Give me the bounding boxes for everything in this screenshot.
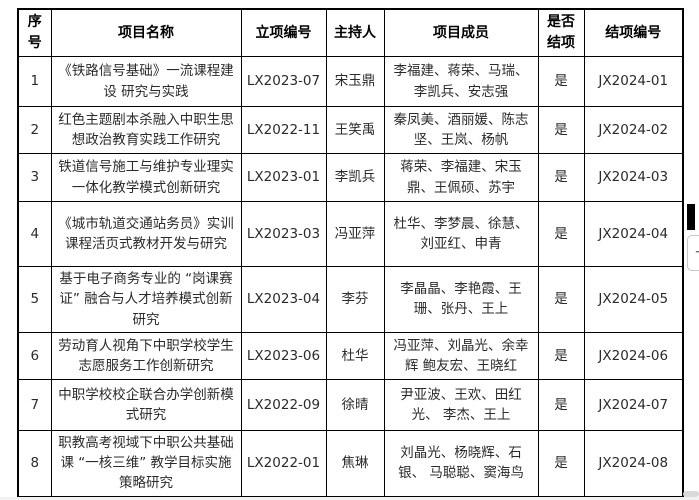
cell-concluded: 是: [537, 153, 585, 202]
table-row: 8 职教高考视域下中职公共基础课 “一核三维” 教学目标实施策略研究 LX2022-…: [17, 429, 684, 498]
table-row: 7 中职学校校企联合办学创新模式研究 LX2022-09 徐晴 尹亚波、王欢、田红光、 …: [17, 378, 684, 431]
cell-jx_code: JX2024-01: [583, 56, 684, 107]
vertical-scrollbar-thumb[interactable]: [687, 204, 695, 230]
cell-name: 《城市轨道交通站务员》实训课程活页式教材开发与研究: [50, 201, 242, 267]
table-row: 1 《铁路信号基础》一流课程建设 研究与实践 LX2023-07 宋玉鼎 李福建、蒋荣、…: [17, 56, 684, 107]
cell-jx_code: JX2024-05: [583, 266, 684, 333]
table-header: 序号 项目名称 立项编号 主持人 项目成员 是否结项 结项编号: [17, 8, 684, 57]
cell-name: 劳动育人视角下中职学校学生志愿服务工作创新研究: [50, 331, 242, 380]
cell-leader: 宋玉鼎: [325, 56, 385, 107]
header-项目名称: 项目名称: [50, 8, 242, 57]
cell-name: 红色主题剧本杀融入中职生思想政治教育实践工作研究: [50, 106, 242, 154]
header-项目成员: 项目成员: [383, 8, 539, 57]
cell-concluded: 是: [537, 201, 585, 267]
cell-jx_code: JX2024-08: [583, 429, 684, 498]
table-row: 4 《城市轨道交通站务员》实训课程活页式教材开发与研究 LX2023-03 冯亚萍 杜华…: [17, 201, 684, 267]
cell-members: 刘晶光、杨晓辉、石银、 马聪聪、窦海鸟: [383, 429, 539, 498]
cell-leader: 王笑禹: [325, 106, 385, 154]
cell-lx_code: LX2023-06: [240, 331, 327, 380]
cell-no: 8: [17, 429, 52, 498]
horizontal-scrollbar-thumb[interactable]: [683, 491, 699, 497]
cell-jx_code: JX2024-04: [583, 201, 684, 267]
cell-no: 1: [17, 56, 52, 107]
cell-no: 5: [17, 266, 52, 333]
cell-concluded: 是: [537, 429, 585, 498]
cell-concluded: 是: [537, 106, 585, 154]
cell-leader: 焦琳: [325, 429, 385, 498]
table-row: 6 劳动育人视角下中职学校学生志愿服务工作创新研究 LX2023-06 杜华 冯亚萍、刘…: [17, 331, 684, 380]
table-row: 3 铁道信号施工与维护专业理实一体化教学模式创新研究 LX2023-01 李凯兵 蒋荣、…: [17, 153, 684, 202]
cell-members: 蒋荣、李福建、宋玉鼎、王佩硕、苏宇: [383, 153, 539, 202]
cell-members: 秦凤美、酒丽媛、陈志坚、王岚、杨帆: [383, 106, 539, 154]
cell-members: 李福建、蒋荣、马瑞、李凯兵、安志强: [383, 56, 539, 107]
cell-lx_code: LX2022-11: [240, 106, 327, 154]
cell-lx_code: LX2022-09: [240, 378, 327, 431]
cell-members: 冯亚萍、刘晶光、余幸辉 鲍友宏、王晓红: [383, 331, 539, 380]
cell-lx_code: LX2022-01: [240, 429, 327, 498]
cell-leader: 杜华: [325, 331, 385, 380]
cell-concluded: 是: [537, 266, 585, 333]
cell-concluded: 是: [537, 56, 585, 107]
zoom-in-button[interactable]: +: [687, 235, 699, 271]
cell-no: 4: [17, 201, 52, 267]
header-主持人: 主持人: [325, 8, 385, 57]
header-立项编号: 立项编号: [240, 8, 327, 57]
cell-members: 尹亚波、王欢、田红光、 李杰、王上: [383, 378, 539, 431]
plus-icon: +: [694, 242, 699, 262]
cell-leader: 冯亚萍: [325, 201, 385, 267]
cell-lx_code: LX2023-07: [240, 56, 327, 107]
table-row: 5 基于电子商务专业的 “岗课赛证” 融合与人才培养模式创新研究 LX2023-04…: [17, 266, 684, 333]
cell-lx_code: LX2023-03: [240, 201, 327, 267]
cell-lx_code: LX2023-01: [240, 153, 327, 202]
cell-jx_code: JX2024-07: [583, 378, 684, 431]
cell-name: 职教高考视域下中职公共基础课 “一核三维” 教学目标实施策略研究: [50, 429, 242, 498]
cell-name: 《铁路信号基础》一流课程建设 研究与实践: [50, 56, 242, 107]
header-序号: 序号: [17, 8, 52, 57]
cell-no: 6: [17, 331, 52, 380]
cell-members: 杜华、李梦晨、徐慧、刘亚红、申青: [383, 201, 539, 267]
header-是否结项: 是否结项: [537, 8, 585, 57]
cell-name: 中职学校校企联合办学创新模式研究: [50, 378, 242, 431]
cell-name: 基于电子商务专业的 “岗课赛证” 融合与人才培养模式创新研究: [50, 266, 242, 333]
cell-no: 3: [17, 153, 52, 202]
header-row: 序号 项目名称 立项编号 主持人 项目成员 是否结项 结项编号: [17, 8, 684, 57]
cell-jx_code: JX2024-06: [583, 331, 684, 380]
cell-name: 铁道信号施工与维护专业理实一体化教学模式创新研究: [50, 153, 242, 202]
cell-concluded: 是: [537, 331, 585, 380]
cell-leader: 李凯兵: [325, 153, 385, 202]
cell-concluded: 是: [537, 378, 585, 431]
table-row: 2 红色主题剧本杀融入中职生思想政治教育实践工作研究 LX2022-11 王笑禹 秦凤美…: [17, 106, 684, 154]
header-结项编号: 结项编号: [583, 8, 684, 57]
cell-leader: 李芬: [325, 266, 385, 333]
cell-members: 李晶晶、李艳霞、王珊、张丹、王上: [383, 266, 539, 333]
cell-lx_code: LX2023-04: [240, 266, 327, 333]
project-table: 序号 项目名称 立项编号 主持人 项目成员 是否结项 结项编号 1 《铁路信号基础…: [17, 8, 684, 498]
cell-jx_code: JX2024-02: [583, 106, 684, 154]
cell-jx_code: JX2024-03: [583, 153, 684, 202]
cell-leader: 徐晴: [325, 378, 385, 431]
cell-no: 2: [17, 106, 52, 154]
cell-no: 7: [17, 378, 52, 431]
bottom-edge-divider: [0, 497, 699, 500]
table-body: 1 《铁路信号基础》一流课程建设 研究与实践 LX2023-07 宋玉鼎 李福建、蒋荣、…: [17, 56, 684, 498]
